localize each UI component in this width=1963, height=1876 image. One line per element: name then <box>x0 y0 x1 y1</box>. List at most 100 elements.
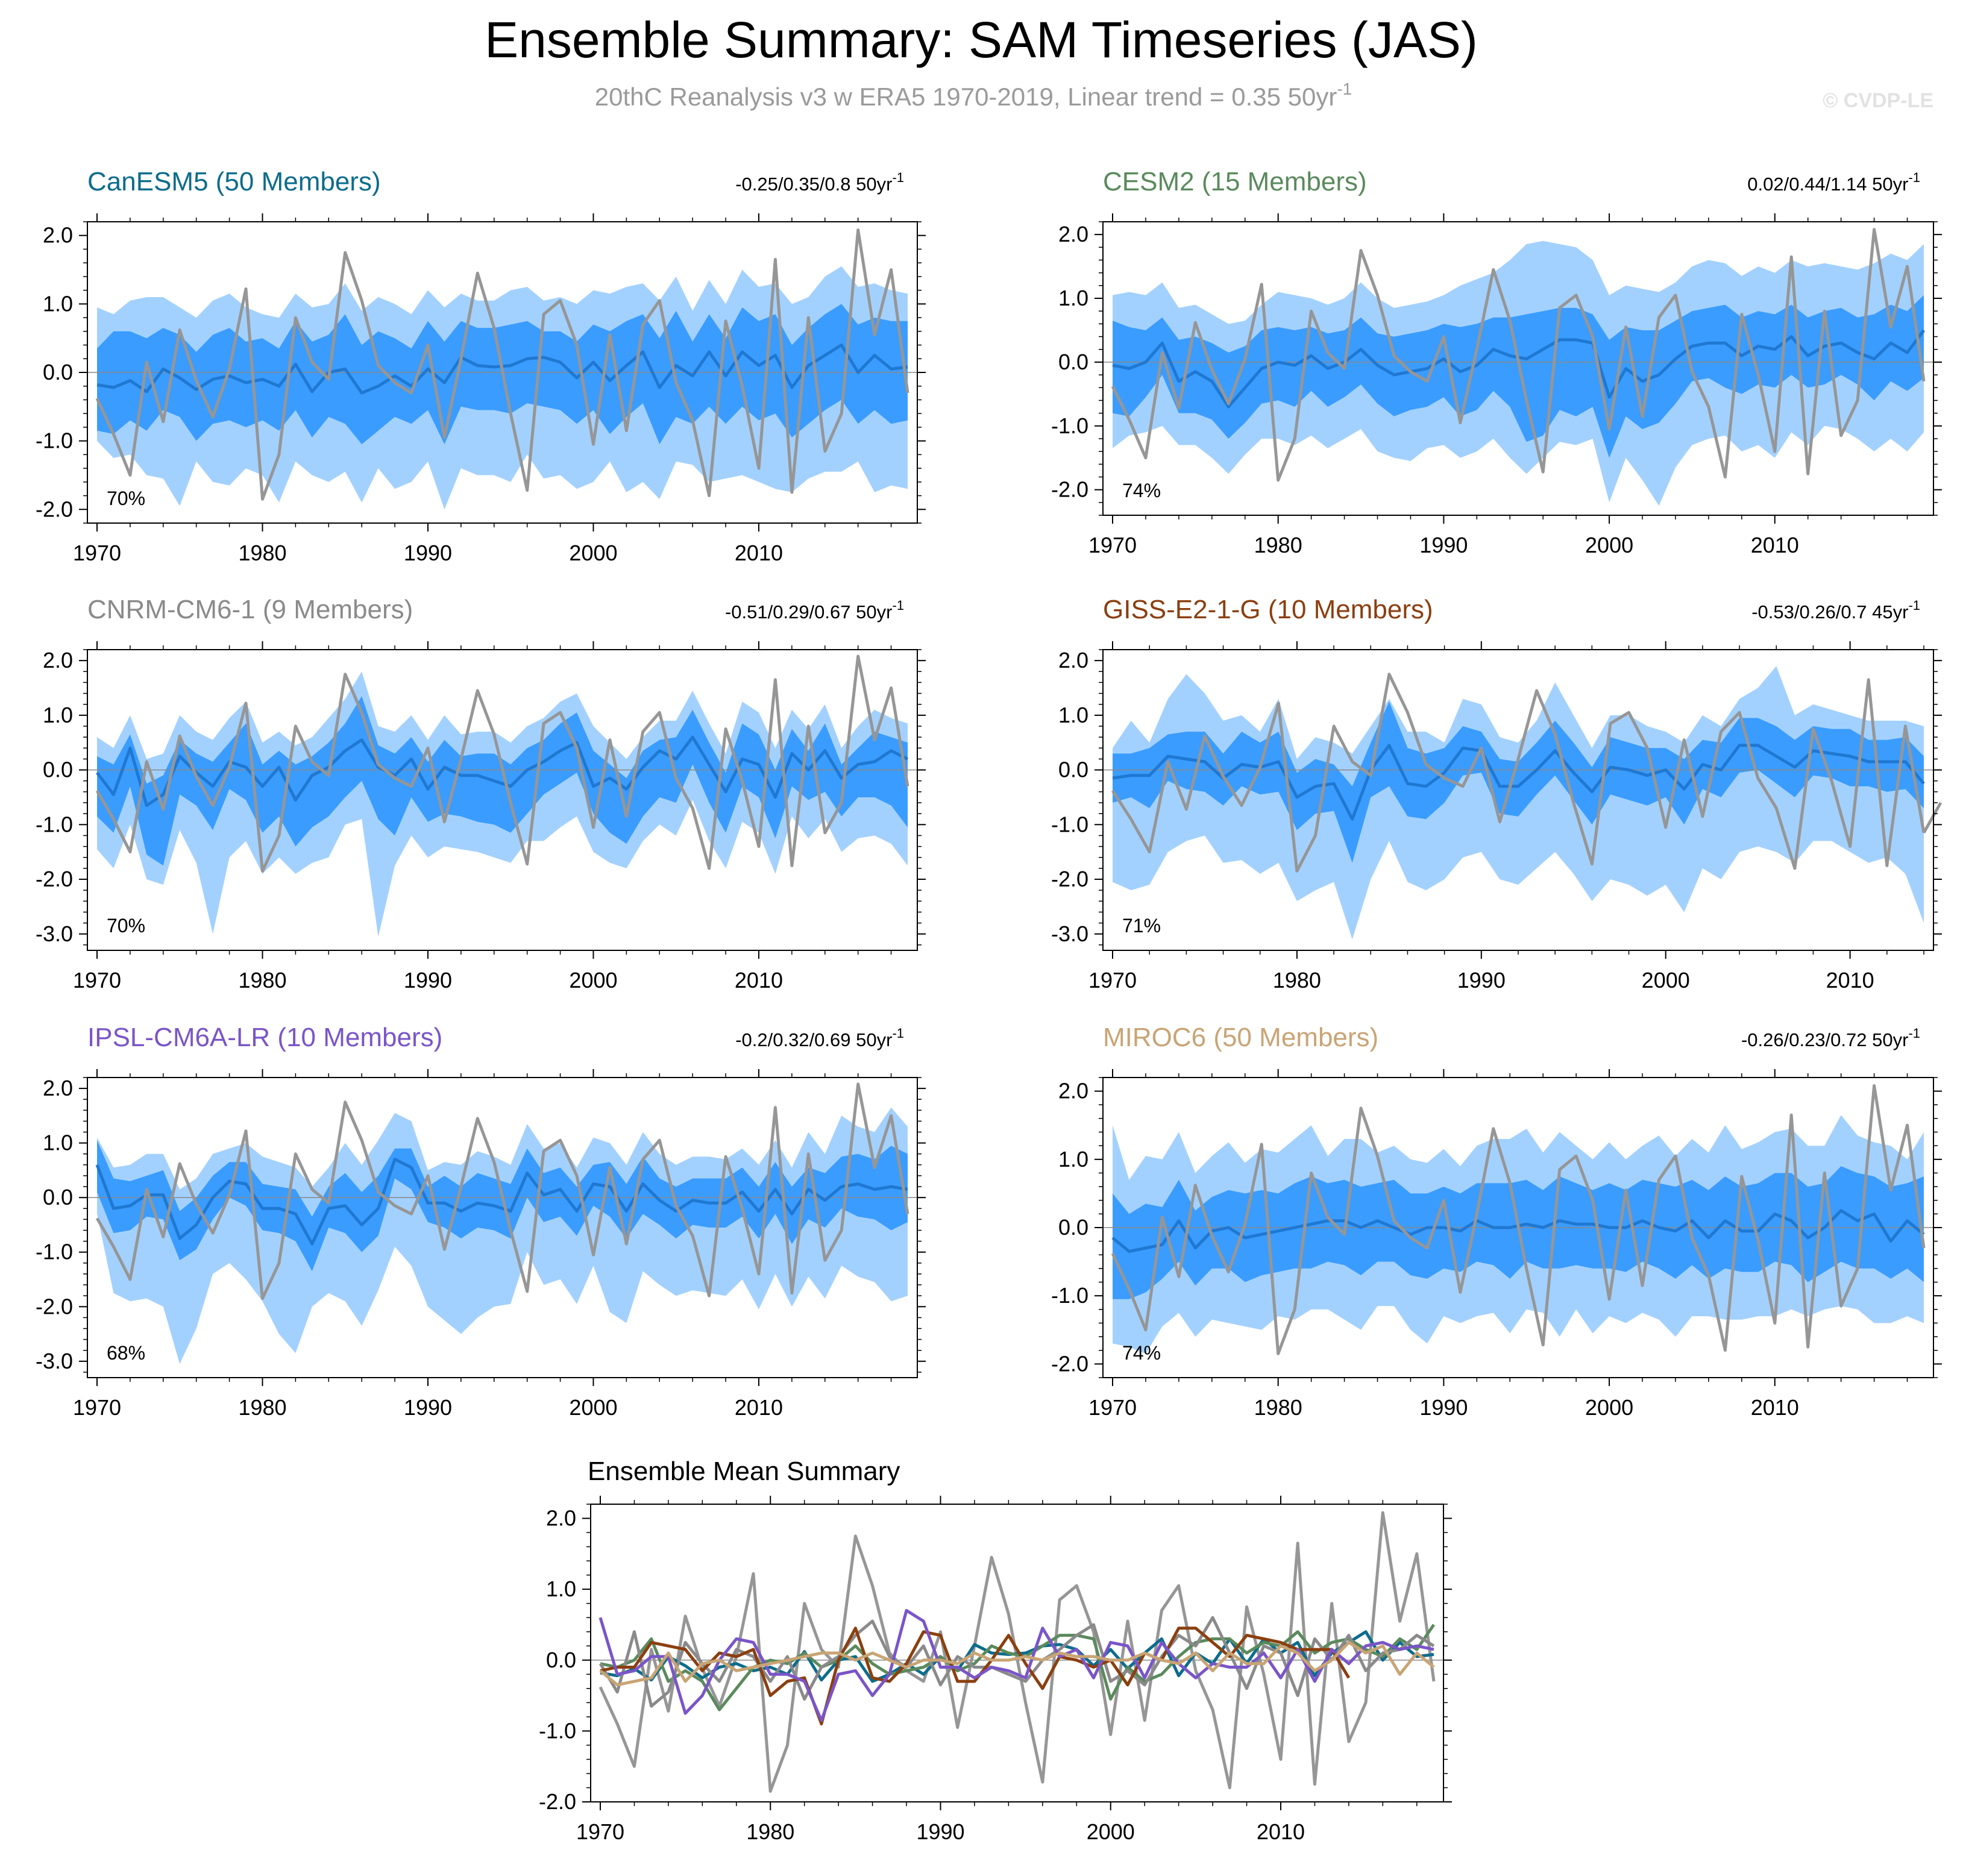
panel-trend-text: 0.02/0.44/1.14 50yr-1 <box>1747 170 1920 195</box>
y-tick-label: -2.0 <box>36 1294 73 1319</box>
x-tick-label: 2000 <box>1087 1819 1135 1844</box>
summary-mean-line-6 <box>599 1640 1435 1687</box>
panel-percent-label: 68% <box>107 1342 145 1364</box>
plot-frame <box>590 1504 1444 1802</box>
x-tick-label: 1980 <box>746 1819 794 1844</box>
panel-title: CanESM5 (50 Members) <box>87 167 381 196</box>
observed-line <box>95 654 909 873</box>
y-tick-label: -1.0 <box>36 428 73 453</box>
plot-frame <box>87 649 918 951</box>
panel-trend-value: -0.26/0.23/0.72 50yr <box>1741 1029 1908 1050</box>
panel-title: CNRM-CM6-1 (9 Members) <box>87 595 413 624</box>
copyright-mark: © CVDP-LE <box>1823 89 1933 112</box>
panel-trend-value: -0.2/0.32/0.69 50yr <box>735 1029 892 1050</box>
y-tick-label: 0.0 <box>43 360 73 384</box>
panel-trend-sup: -1 <box>1908 170 1920 185</box>
observed-line-extension <box>1922 802 1943 834</box>
y-tick-label: -1.0 <box>36 1240 73 1264</box>
x-tick-label: 2010 <box>1257 1819 1305 1844</box>
x-tick-label: 1980 <box>1254 1395 1302 1420</box>
x-tick-label: 2010 <box>1751 1395 1799 1420</box>
y-tick-label: 2.0 <box>43 1076 73 1100</box>
x-tick-label: 1970 <box>1088 968 1137 993</box>
y-tick-label: 2.0 <box>43 223 73 248</box>
x-tick-label: 1980 <box>238 968 286 993</box>
panel-trend-value: -0.51/0.29/0.67 50yr <box>725 601 892 623</box>
y-tick-label: -1.0 <box>1051 1283 1088 1308</box>
x-tick-label: 1990 <box>404 1395 452 1420</box>
x-tick-label: 1990 <box>404 541 452 565</box>
ensemble-mean-line <box>96 735 909 808</box>
y-tick-label: 1.0 <box>43 291 73 316</box>
observed-line <box>1111 1084 1926 1355</box>
panel-percent-label: 74% <box>1122 480 1161 501</box>
inner-spread-band <box>97 696 908 866</box>
y-tick-label: 1.0 <box>43 1131 73 1155</box>
x-tick-label: 1980 <box>238 1395 286 1420</box>
panel-trend-sup: -1 <box>1908 598 1920 613</box>
x-tick-label: 1970 <box>73 1395 121 1420</box>
panel-title: MIROC6 (50 Members) <box>1103 1023 1378 1052</box>
x-tick-label: 2010 <box>1751 533 1799 557</box>
panel-percent-label: 71% <box>1122 915 1161 936</box>
panel-percent-label: 74% <box>1122 1342 1161 1364</box>
x-tick-label: 2000 <box>569 541 617 565</box>
figure-title: Ensemble Summary: SAM Timeseries (JAS) <box>485 11 1478 68</box>
x-tick-label: 2000 <box>569 968 617 993</box>
panel-trend-sup: -1 <box>892 1026 904 1041</box>
figure-subtitle-main: 20thC Reanalysis v3 w ERA5 1970-2019, Li… <box>595 83 1337 111</box>
x-tick-label: 1990 <box>404 968 452 993</box>
y-tick-label: 1.0 <box>1058 286 1088 310</box>
x-tick-label: 1970 <box>576 1819 624 1844</box>
y-tick-label: 0.0 <box>1058 1215 1088 1240</box>
panel-percent-label: 70% <box>107 488 145 509</box>
y-tick-label: -2.0 <box>1051 867 1088 891</box>
x-tick-label: 2010 <box>735 541 783 565</box>
inner-spread-band <box>97 1140 908 1272</box>
x-tick-label: 1980 <box>238 541 286 565</box>
plot-frame <box>1102 221 1934 516</box>
y-tick-label: -1.0 <box>539 1718 576 1743</box>
y-tick-label: -1.0 <box>1051 812 1088 836</box>
y-tick-label: -2.0 <box>36 867 73 891</box>
x-tick-label: 1970 <box>73 968 121 993</box>
panel-trend-sup: -1 <box>892 170 904 185</box>
y-tick-label: 0.0 <box>43 1185 73 1209</box>
y-tick-label: -2.0 <box>1051 1351 1088 1376</box>
panel-trend-text: -0.53/0.26/0.7 45yr-1 <box>1751 598 1920 623</box>
y-tick-label: 2.0 <box>1058 1079 1088 1103</box>
observed-line <box>95 228 909 501</box>
y-tick-label: -2.0 <box>36 497 73 521</box>
y-tick-label: -2.0 <box>539 1789 576 1814</box>
x-tick-label: 2000 <box>1642 968 1690 993</box>
y-tick-label: -2.0 <box>1051 477 1088 502</box>
y-tick-label: 2.0 <box>1058 222 1088 246</box>
y-tick-label: 1.0 <box>43 703 73 727</box>
y-tick-label: 0.0 <box>1058 350 1088 374</box>
y-tick-label: 0.0 <box>546 1648 576 1672</box>
y-tick-label: 1.0 <box>546 1576 576 1601</box>
y-tick-label: -1.0 <box>1051 413 1088 438</box>
panel-title: CESM2 (15 Members) <box>1103 167 1367 196</box>
panel-trend-text: -0.26/0.23/0.72 50yr-1 <box>1741 1026 1920 1050</box>
x-tick-label: 1990 <box>916 1819 964 1844</box>
inner-spread-band <box>1113 701 1924 863</box>
x-tick-label: 1990 <box>1457 968 1506 993</box>
summary-mean-line-5 <box>598 1608 1434 1722</box>
plot-frame <box>87 1077 918 1378</box>
summary-mean-line-3 <box>598 1616 1435 1708</box>
ensemble-mean-line <box>1112 744 1925 821</box>
x-tick-label: 2010 <box>735 1395 783 1420</box>
x-tick-label: 1990 <box>1419 1395 1468 1420</box>
figure-subtitle-sup: -1 <box>1337 80 1352 98</box>
summary-title: Ensemble Mean Summary <box>588 1457 900 1486</box>
observed-line <box>1111 673 1926 873</box>
